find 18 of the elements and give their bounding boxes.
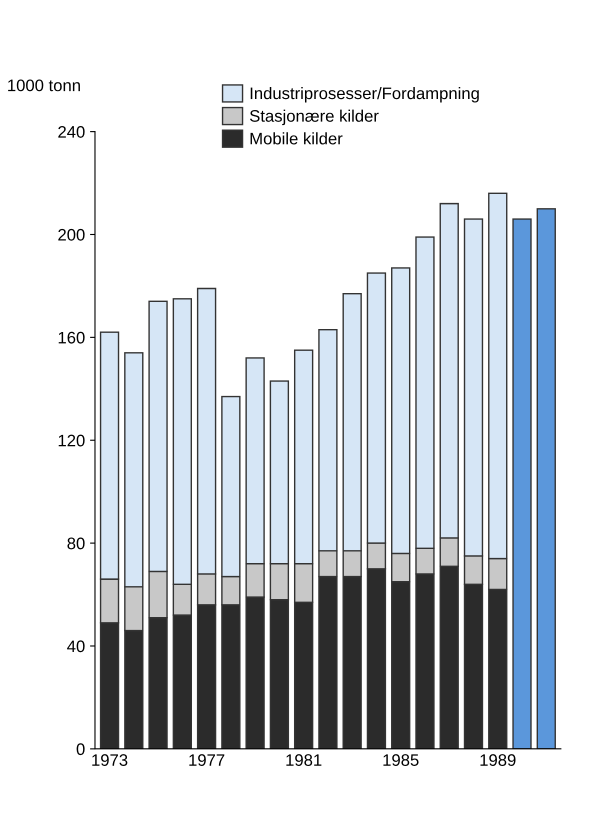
bar	[512, 218, 532, 749]
y-tick-label: 120	[58, 434, 85, 446]
x-tick-label: 1977	[189, 754, 224, 766]
x-tick-label: 1981	[286, 754, 322, 766]
y-tick-label: 0	[76, 743, 85, 756]
legend-label: Industriprosesser/Fordampning	[250, 86, 479, 103]
y-tick-label: 160	[58, 332, 85, 344]
y-tick-label: 200	[58, 228, 85, 241]
bar	[536, 208, 556, 749]
legend-label: Mobile kilder	[250, 132, 342, 144]
y-tick-label: 80	[67, 538, 85, 550]
y-tick-label: 40	[67, 640, 85, 652]
x-tick-label: 1989	[480, 754, 516, 766]
x-tick-label: 1985	[383, 754, 419, 766]
y-tick-label: 240	[58, 126, 85, 138]
x-tick-label: 1973	[92, 754, 128, 766]
y-axis-title: 1000 tonn	[8, 79, 80, 92]
legend-label: Stasjonære kilder	[250, 110, 379, 126]
